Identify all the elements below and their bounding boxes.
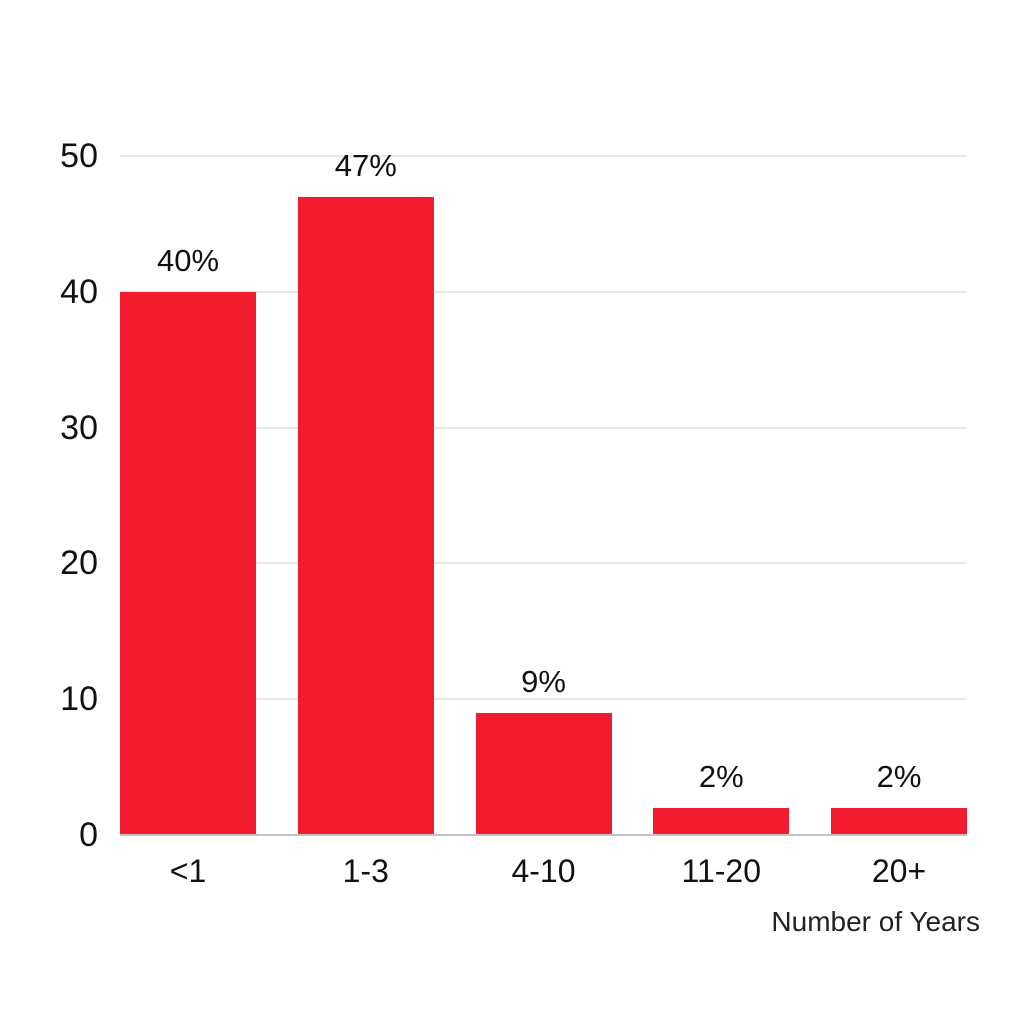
bar-1-3 xyxy=(297,196,434,835)
y-axis-tick-label: 10 xyxy=(60,680,98,719)
x-axis-title: Number of Years xyxy=(771,906,980,937)
bar-value-label: 2% xyxy=(698,758,744,794)
x-axis-category-label: 11-20 xyxy=(681,853,761,889)
y-axis-tick-label: 0 xyxy=(79,816,98,854)
bar-11-20 xyxy=(653,807,790,835)
bar-20+ xyxy=(831,807,967,835)
gridline xyxy=(120,426,967,429)
y-axis-tick-label: 20 xyxy=(60,544,98,583)
bar-value-label: 40% xyxy=(156,242,220,278)
bar-<1 xyxy=(120,291,256,835)
x-axis-category-label: 4-10 xyxy=(511,853,576,889)
gridline xyxy=(120,290,967,293)
bar-value-label: 47% xyxy=(334,147,397,183)
bar-value-label: 2% xyxy=(876,758,922,794)
gridline xyxy=(120,562,967,565)
y-axis-tick-label: 30 xyxy=(60,408,98,447)
y-axis-tick-label: 40 xyxy=(60,272,98,311)
gridline xyxy=(120,155,967,157)
bar-4-10 xyxy=(475,712,612,835)
x-axis-category-label: 20+ xyxy=(871,853,927,889)
gridline xyxy=(120,698,967,701)
x-axis-category-label: 1-3 xyxy=(342,853,389,889)
x-axis-line xyxy=(120,834,967,836)
y-axis-tick-label: 50 xyxy=(60,137,98,175)
plot-area xyxy=(120,155,967,836)
x-axis-category-label: <1 xyxy=(169,853,207,889)
bar-value-label: 9% xyxy=(521,663,566,699)
